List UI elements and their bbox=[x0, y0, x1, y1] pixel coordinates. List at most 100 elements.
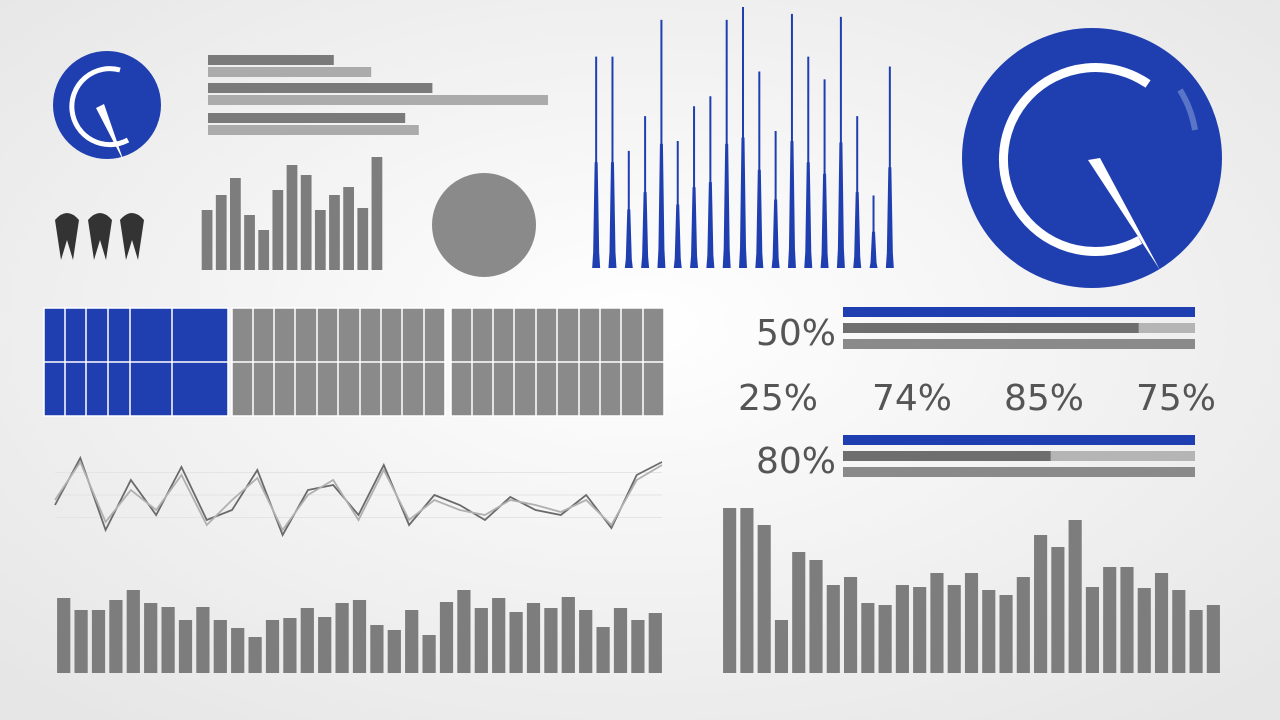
bar bbox=[930, 573, 944, 673]
spike-base bbox=[641, 192, 650, 268]
bar bbox=[1034, 535, 1048, 673]
bar bbox=[1172, 590, 1186, 673]
spike-base bbox=[853, 192, 862, 268]
bar bbox=[723, 508, 737, 673]
line bbox=[54, 455, 663, 538]
bar bbox=[91, 610, 106, 673]
spike-base bbox=[592, 162, 601, 268]
bar bbox=[357, 208, 369, 270]
spike-base bbox=[722, 143, 731, 268]
progress-bar bbox=[843, 467, 1195, 477]
bar bbox=[208, 113, 406, 123]
progress-bar bbox=[843, 339, 1195, 349]
spike-base bbox=[820, 173, 829, 268]
big-gauge bbox=[962, 28, 1222, 288]
bar bbox=[371, 157, 383, 270]
bar bbox=[544, 608, 558, 673]
spike-base bbox=[673, 204, 682, 268]
bar bbox=[947, 585, 961, 673]
spike-base bbox=[608, 162, 617, 268]
bar bbox=[1103, 567, 1117, 673]
spike-base bbox=[690, 187, 699, 268]
bar bbox=[329, 195, 340, 270]
spike-base bbox=[706, 182, 715, 268]
bar bbox=[286, 165, 298, 270]
percent-label: 25% bbox=[738, 378, 818, 419]
bar bbox=[314, 210, 326, 270]
spike-base bbox=[739, 137, 747, 268]
bar bbox=[208, 67, 372, 77]
bar bbox=[405, 610, 419, 673]
spike-base bbox=[836, 142, 845, 268]
bar bbox=[982, 590, 996, 673]
bar bbox=[492, 598, 506, 673]
bar bbox=[300, 608, 314, 673]
bar bbox=[126, 590, 140, 673]
bar bbox=[648, 613, 662, 673]
bar bbox=[579, 610, 593, 673]
progress-label: 80% bbox=[756, 441, 836, 482]
spike-base bbox=[804, 162, 813, 268]
bar bbox=[913, 587, 927, 673]
bar bbox=[272, 190, 284, 270]
bar bbox=[844, 577, 858, 673]
bar bbox=[474, 608, 488, 673]
bar bbox=[1154, 573, 1169, 673]
bar bbox=[208, 83, 433, 93]
bar bbox=[439, 602, 454, 673]
progress-bar bbox=[843, 451, 1051, 461]
bar bbox=[300, 175, 312, 270]
line bbox=[54, 460, 663, 532]
progress-bar bbox=[843, 435, 1195, 445]
figures bbox=[55, 213, 144, 260]
bar bbox=[215, 195, 227, 270]
bar bbox=[178, 620, 193, 673]
progress-bar bbox=[843, 323, 1139, 333]
bar bbox=[208, 125, 419, 135]
bar bbox=[509, 612, 523, 673]
bar bbox=[422, 635, 436, 673]
progress-bar bbox=[843, 307, 1195, 317]
bar bbox=[244, 215, 255, 270]
bar bbox=[248, 637, 262, 673]
bar bbox=[878, 605, 892, 673]
bar bbox=[74, 610, 88, 673]
bar bbox=[526, 603, 541, 673]
bar bbox=[1120, 567, 1134, 673]
spike-base bbox=[787, 140, 796, 268]
bar bbox=[1068, 520, 1082, 673]
bar bbox=[213, 620, 227, 673]
percent-label: 74% bbox=[872, 378, 952, 419]
bar bbox=[343, 187, 354, 270]
bar bbox=[231, 628, 245, 673]
bar bbox=[370, 625, 384, 673]
bar bbox=[318, 617, 332, 673]
bar bbox=[826, 585, 840, 673]
bar bbox=[1085, 587, 1099, 673]
bar bbox=[1016, 577, 1030, 673]
bar bbox=[895, 585, 909, 673]
bar bbox=[352, 600, 367, 673]
percent-label: 85% bbox=[1004, 378, 1084, 419]
bar bbox=[201, 210, 213, 270]
spike-base bbox=[624, 209, 633, 268]
small-gauge bbox=[53, 51, 161, 162]
bar bbox=[596, 627, 610, 673]
bar bbox=[258, 230, 270, 270]
bar bbox=[613, 608, 628, 673]
percent-label: 75% bbox=[1136, 378, 1216, 419]
bar bbox=[774, 620, 789, 673]
grid-blocks bbox=[43, 307, 665, 417]
bar bbox=[999, 595, 1013, 673]
bar bbox=[387, 630, 401, 673]
bar bbox=[208, 55, 334, 65]
bar bbox=[208, 95, 548, 105]
bar bbox=[1189, 610, 1203, 673]
bar bbox=[792, 552, 806, 673]
bar bbox=[109, 600, 123, 673]
bar bbox=[230, 178, 241, 270]
bar bbox=[144, 603, 158, 673]
bar bbox=[265, 620, 280, 673]
grey-circle bbox=[432, 173, 536, 277]
